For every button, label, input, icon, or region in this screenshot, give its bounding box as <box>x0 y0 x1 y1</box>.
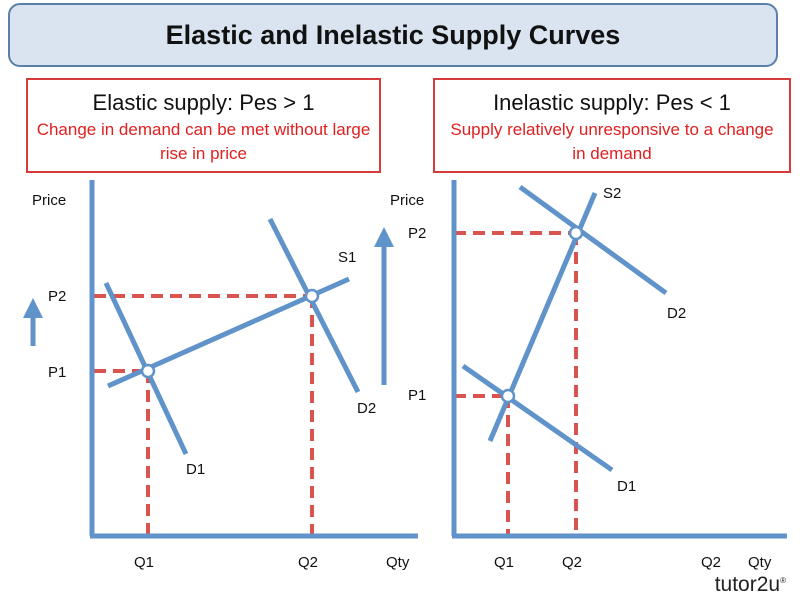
elastic-supply-graph: Price Qty P2 P1 Q1 Q2 S1 D1 D2 <box>23 180 418 571</box>
demand-curve-d1 <box>461 363 614 473</box>
qty-axis-label: Qty <box>386 554 410 571</box>
q1-label: Q1 <box>134 554 154 571</box>
demand-curve-d2 <box>267 217 361 394</box>
d1-label: D1 <box>617 478 636 495</box>
p1-label: P1 <box>48 364 66 381</box>
d2-label: D2 <box>667 305 686 322</box>
title-banner: Elastic and Inelastic Supply Curves <box>8 3 778 67</box>
s2-label: S2 <box>603 185 621 202</box>
logo-text: tutor2u <box>714 573 781 596</box>
inelastic-description: Supply relatively unresponsive to a chan… <box>450 120 774 163</box>
p2-label: P2 <box>408 225 426 242</box>
p1-label: P1 <box>408 387 426 404</box>
qty-axis-label: Qty <box>748 554 772 571</box>
registered-mark-icon: ® <box>780 576 786 585</box>
inelastic-supply-box: Inelastic supply: Pes < 1 Supply relativ… <box>433 78 791 173</box>
demand-curve-d2 <box>518 184 668 296</box>
inelastic-heading: Inelastic supply: Pes < 1 <box>493 90 731 115</box>
d1-label: D1 <box>186 461 205 478</box>
equilibrium-point-1 <box>140 363 156 379</box>
tutor2u-logo: tutor2u® <box>715 573 786 597</box>
p2-label: P2 <box>48 288 66 305</box>
price-axis-label: Price <box>32 192 66 209</box>
equilibrium-point-1 <box>500 388 516 404</box>
d2-label: D2 <box>357 400 376 417</box>
q2-label: Q2 <box>562 554 582 571</box>
q1-label: Q1 <box>494 554 514 571</box>
price-axis-label: Price <box>390 192 424 209</box>
diagram-title: Elastic and Inelastic Supply Curves <box>165 19 621 50</box>
elastic-supply-box: Elastic supply: Pes > 1 Change in demand… <box>26 78 381 173</box>
q2-extra-label: Q2 <box>701 554 721 571</box>
elastic-heading: Elastic supply: Pes > 1 <box>92 90 315 115</box>
equilibrium-point-2 <box>568 225 584 241</box>
elastic-description: Change in demand can be met without larg… <box>36 120 371 163</box>
inelastic-supply-graph: Price Qty P2 P1 Q1 Q2 Q2 S2 D1 D2 <box>374 180 787 571</box>
equilibrium-point-2 <box>304 288 320 304</box>
s1-label: S1 <box>338 249 356 266</box>
q2-label: Q2 <box>298 554 318 571</box>
